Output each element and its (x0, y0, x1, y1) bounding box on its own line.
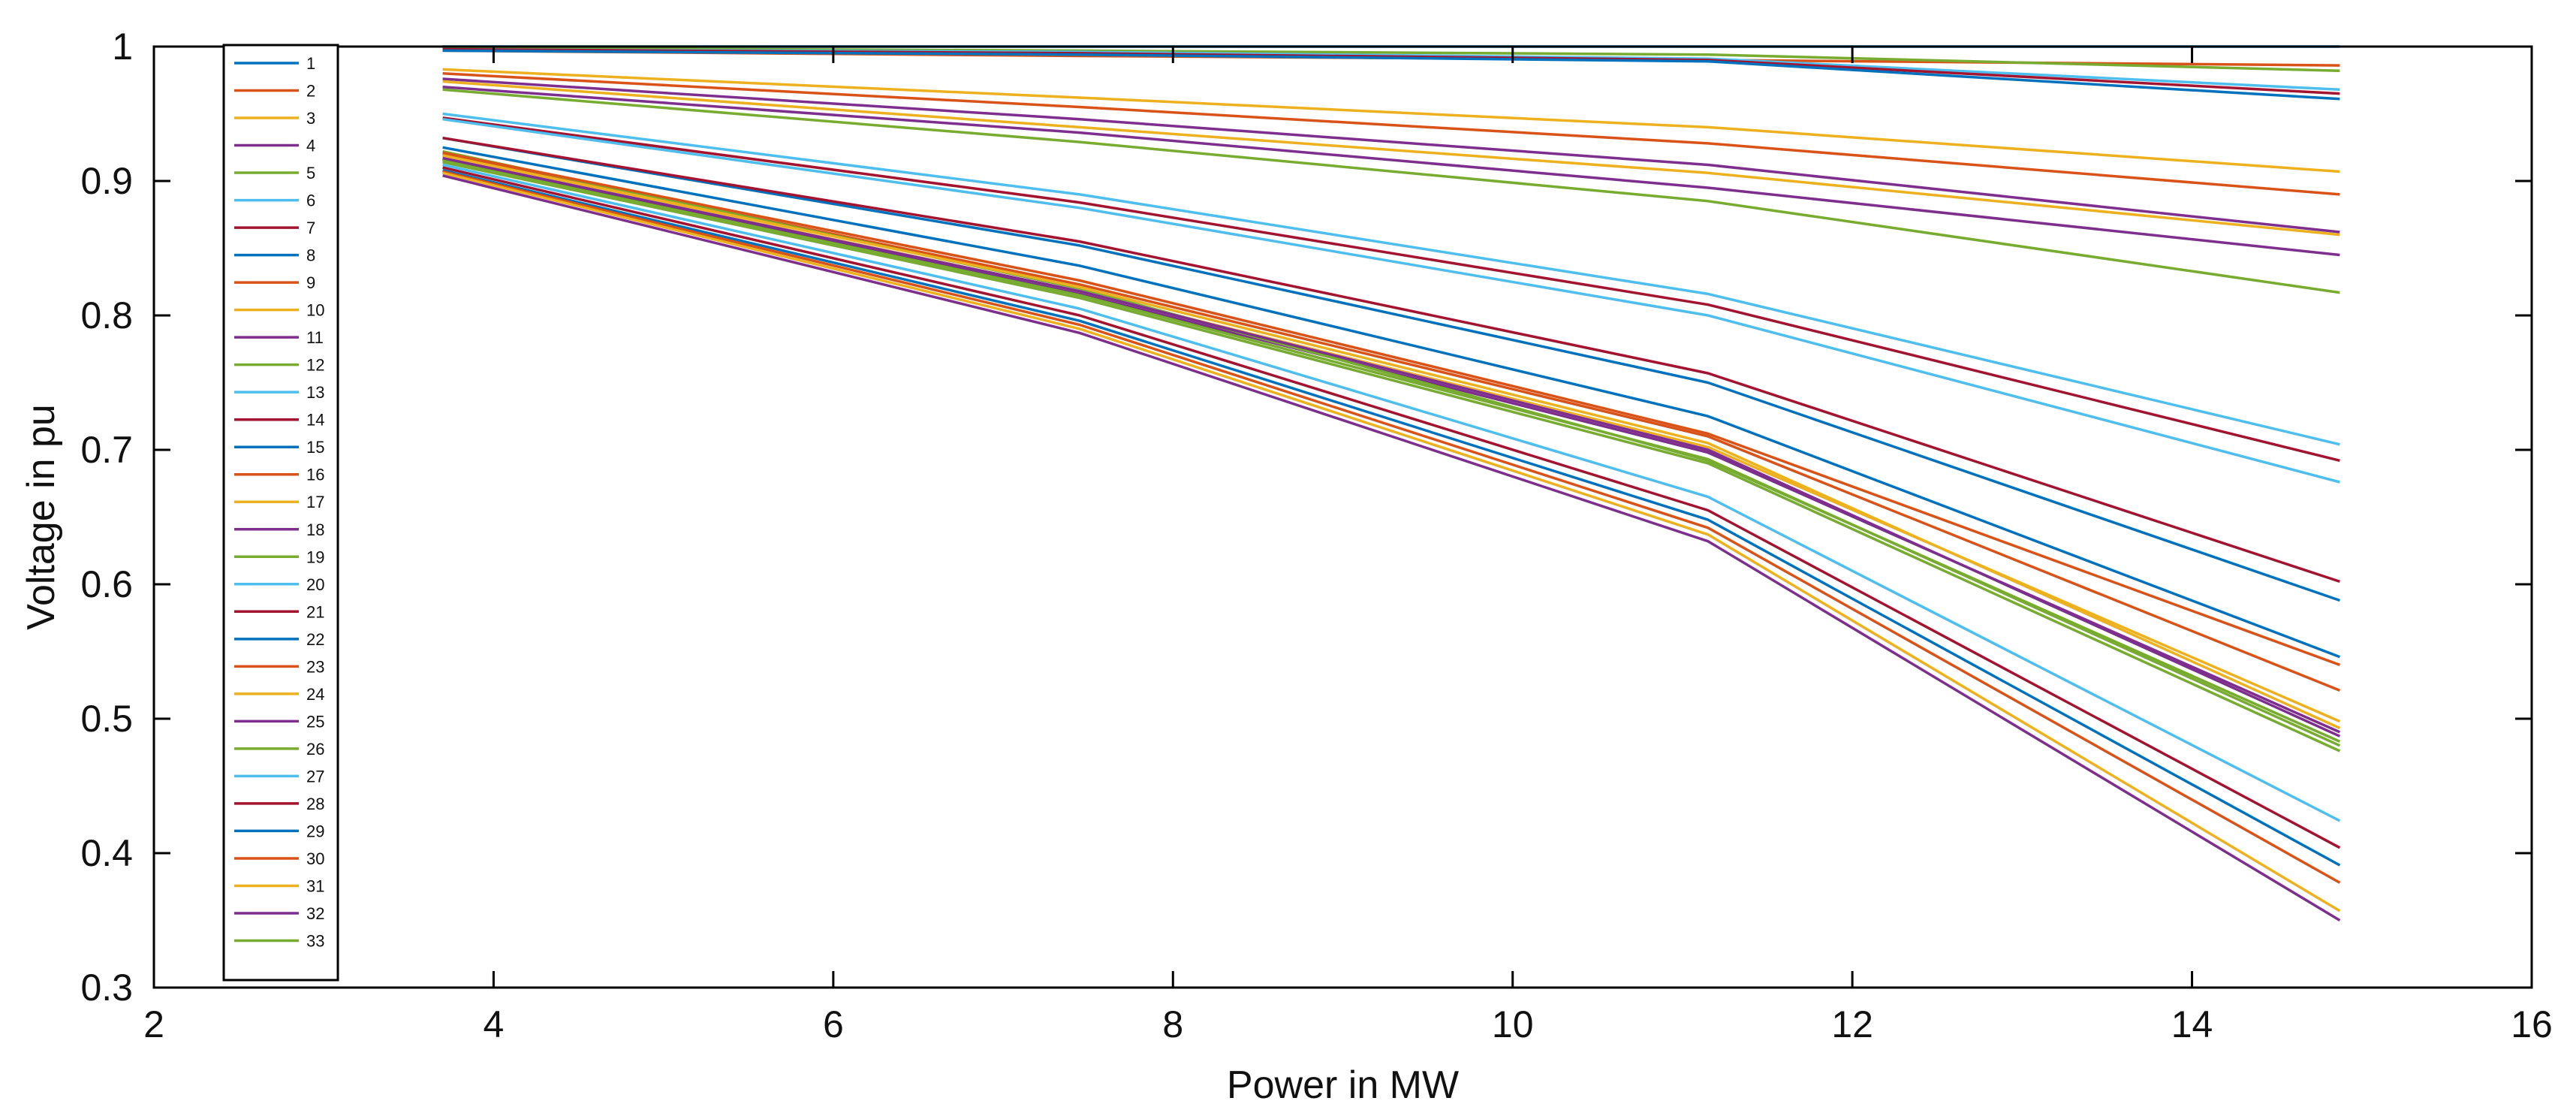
legend-label-31: 31 (306, 876, 324, 895)
legend-label-6: 6 (306, 192, 315, 210)
legend-label-16: 16 (306, 466, 324, 484)
legend-label-15: 15 (306, 438, 324, 457)
axis-ticks: 2 4 6 8 10 12 14 160.30.40.50.60.70.80.91 (80, 26, 2552, 1045)
legend-label-19: 19 (306, 547, 324, 566)
y-tick-label: 0.6 (80, 563, 133, 605)
legend-label-20: 20 (306, 575, 324, 594)
legend-label-25: 25 (306, 712, 324, 731)
series-line-15 (442, 168, 2341, 867)
series-line-24 (442, 80, 2340, 237)
y-tick-label: 0.7 (80, 429, 133, 471)
series-line-29 (442, 146, 2341, 659)
x-tick-label: 4 (484, 1003, 505, 1045)
legend-label-24: 24 (306, 685, 324, 704)
series-line-21 (442, 47, 2340, 95)
y-tick-label: 1 (112, 26, 133, 68)
legend-label-26: 26 (306, 740, 324, 759)
series-line-18 (442, 174, 2341, 922)
legend-label-7: 7 (306, 219, 315, 237)
y-tick-label: 0.9 (80, 160, 133, 202)
series-line-28 (442, 136, 2340, 584)
axes-box (152, 45, 2533, 989)
legend-label-30: 30 (306, 849, 324, 868)
series-line-8 (442, 136, 2340, 602)
legend-label-14: 14 (306, 411, 324, 430)
x-tick-label: 8 (1162, 1003, 1183, 1045)
legend-label-27: 27 (306, 767, 324, 786)
legend-label-18: 18 (306, 520, 324, 539)
series-line-13 (442, 163, 2341, 822)
x-tick-label: 16 (2511, 1003, 2553, 1045)
y-axis-label: Voltage in pu (20, 404, 63, 630)
series-line-19 (442, 47, 2340, 72)
x-axis-label: Power in MW (1227, 1063, 1459, 1107)
y-tick-label: 0.5 (80, 698, 133, 740)
legend-label-23: 23 (306, 657, 324, 676)
legend-label-10: 10 (306, 301, 324, 320)
legend-label-5: 5 (306, 164, 315, 182)
legend-label-17: 17 (306, 493, 324, 511)
x-tick-label: 10 (1492, 1003, 1534, 1045)
series-line-14 (442, 166, 2341, 849)
series-line-30 (442, 151, 2341, 667)
series-line-22 (442, 49, 2340, 101)
legend-label-3: 3 (306, 109, 315, 128)
series-line-33 (442, 159, 2341, 747)
legend-label-8: 8 (306, 246, 315, 265)
series-line-17 (442, 171, 2341, 912)
series-line-5 (442, 88, 2340, 294)
series-line-25 (442, 85, 2340, 257)
series-line-32 (442, 156, 2341, 737)
series-line-3 (442, 68, 2340, 173)
x-tick-label: 6 (823, 1003, 844, 1045)
series-line-6 (442, 112, 2340, 446)
legend: 1234567891011121314151617181920212223242… (222, 44, 339, 982)
plot-lines (442, 45, 2341, 922)
legend-label-13: 13 (306, 383, 324, 402)
x-tick-label: 12 (1831, 1003, 1873, 1045)
series-line-31 (442, 154, 2341, 730)
legend-label-1: 1 (306, 54, 315, 73)
legend-label-22: 22 (306, 630, 324, 649)
legend-label-2: 2 (306, 82, 315, 101)
y-tick-label: 0.3 (80, 967, 133, 1009)
legend-label-33: 33 (306, 931, 324, 950)
legend-label-28: 28 (306, 795, 324, 813)
legend-label-21: 21 (306, 602, 324, 621)
legend-label-4: 4 (306, 137, 315, 155)
series-line-12 (442, 161, 2341, 753)
legend-label-12: 12 (306, 356, 324, 375)
series-line-16 (442, 170, 2341, 884)
x-tick-label: 14 (2171, 1003, 2213, 1045)
legend-label-11: 11 (306, 328, 324, 347)
y-tick-label: 0.4 (80, 832, 133, 874)
y-tick-label: 0.8 (80, 294, 133, 336)
series-line-27 (442, 117, 2340, 484)
x-tick-label: 2 (143, 1003, 164, 1045)
series-line-23 (442, 72, 2340, 196)
legend-label-32: 32 (306, 904, 324, 923)
legend-label-9: 9 (306, 273, 315, 292)
series-line-4 (442, 77, 2340, 234)
series-line-7 (442, 116, 2340, 462)
legend-label-29: 29 (306, 822, 324, 840)
